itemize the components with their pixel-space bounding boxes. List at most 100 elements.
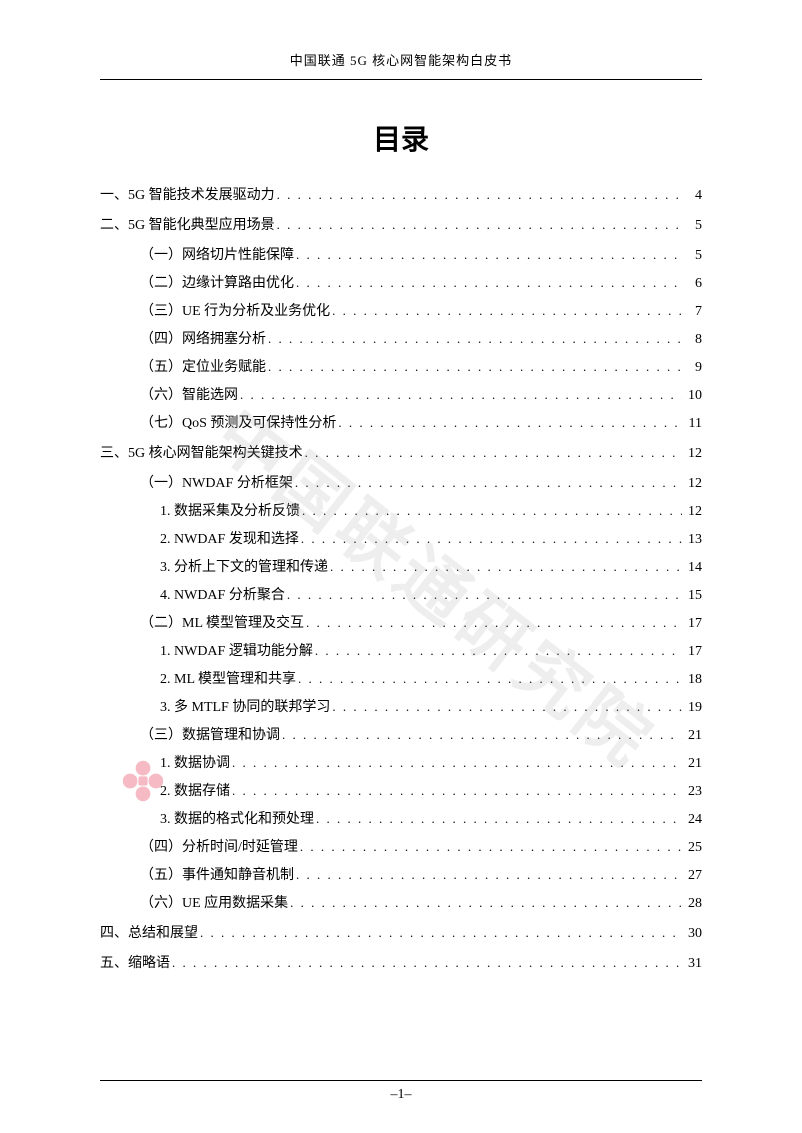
toc-entry-page: 11 (684, 417, 702, 431)
toc-entry-label: （一）NWDAF 分析框架 (140, 477, 293, 491)
toc-entry: 2. 数据存储 23 (100, 784, 702, 799)
toc-entry-page: 27 (684, 869, 702, 883)
toc-entry-label: 三、5G 核心网智能架构关键技术 (100, 447, 303, 461)
toc-entry: 二、5G 智能化典型应用场景5 (100, 218, 702, 233)
toc-entry-page: 9 (684, 361, 702, 375)
toc-leader-dots (172, 956, 682, 969)
toc-entry-label: （七）QoS 预测及可保持性分析 (140, 417, 336, 431)
page-number: –1– (391, 1087, 412, 1102)
toc-entry-label: （五）事件通知静音机制 (140, 869, 294, 883)
table-of-contents: 一、5G 智能技术发展驱动力4二、5G 智能化典型应用场景5（一）网络切片性能保… (100, 188, 702, 971)
toc-leader-dots (200, 926, 682, 939)
toc-leader-dots (268, 360, 682, 373)
toc-leader-dots (295, 476, 682, 489)
page-footer: –1– (0, 1080, 802, 1103)
toc-entry: （四）分析时间/时延管理25 (100, 840, 702, 855)
toc-leader-dots (240, 388, 682, 401)
toc-entry: 三、5G 核心网智能架构关键技术 12 (100, 446, 702, 461)
toc-entry-label: 2. 数据存储 (160, 785, 230, 799)
toc-entry: 3. 分析上下文的管理和传递 14 (100, 560, 702, 575)
toc-entry-page: 17 (684, 617, 702, 631)
page-header: 中国联通 5G 核心网智能架构白皮书 (100, 50, 702, 80)
toc-entry-page: 18 (684, 673, 702, 687)
toc-entry-page: 23 (684, 785, 702, 799)
toc-entry-label: 四、总结和展望 (100, 927, 198, 941)
toc-entry-label: （三）UE 行为分析及业务优化 (140, 305, 330, 319)
toc-entry-label: 2. ML 模型管理和共享 (160, 673, 296, 687)
toc-entry: （五）事件通知静音机制 27 (100, 868, 702, 883)
toc-leader-dots (330, 560, 682, 573)
toc-entry-label: 1. NWDAF 逻辑功能分解 (160, 645, 313, 659)
toc-entry: 五、缩略语 31 (100, 956, 702, 971)
toc-leader-dots (277, 218, 682, 231)
toc-leader-dots (287, 588, 682, 601)
toc-leader-dots (332, 304, 682, 317)
toc-entry-label: 1. 数据采集及分析反馈 (160, 505, 300, 519)
toc-leader-dots (277, 188, 682, 201)
toc-leader-dots (296, 868, 682, 881)
toc-leader-dots (302, 504, 682, 517)
toc-title: 目录 (100, 118, 702, 158)
toc-leader-dots (268, 332, 682, 345)
toc-entry: 2. NWDAF 发现和选择 13 (100, 532, 702, 547)
toc-entry-label: 3. 数据的格式化和预处理 (160, 813, 314, 827)
toc-entry: （二）边缘计算路由优化 6 (100, 276, 702, 291)
toc-entry-page: 21 (684, 729, 702, 743)
toc-entry-label: （四）网络拥塞分析 (140, 333, 266, 347)
toc-entry-page: 17 (684, 645, 702, 659)
toc-entry-label: （六）UE 应用数据采集 (140, 897, 288, 911)
toc-entry-page: 15 (684, 589, 702, 603)
toc-entry: （一）网络切片性能保障 5 (100, 248, 702, 263)
toc-entry-page: 13 (684, 533, 702, 547)
toc-leader-dots (316, 812, 682, 825)
toc-entry: 1. 数据采集及分析反馈 12 (100, 504, 702, 519)
toc-leader-dots (282, 728, 682, 741)
toc-leader-dots (315, 644, 682, 657)
toc-entry: 1. 数据协调 21 (100, 756, 702, 771)
toc-entry: （一）NWDAF 分析框架 12 (100, 476, 702, 491)
toc-entry-page: 21 (684, 757, 702, 771)
toc-entry-label: （二）ML 模型管理及交互 (140, 617, 304, 631)
toc-entry-label: 五、缩略语 (100, 957, 170, 971)
toc-entry: 3. 多 MTLF 协同的联邦学习 19 (100, 700, 702, 715)
toc-leader-dots (298, 672, 682, 685)
toc-entry: （二）ML 模型管理及交互 17 (100, 616, 702, 631)
toc-entry-page: 12 (684, 447, 702, 461)
toc-entry: （四）网络拥塞分析 8 (100, 332, 702, 347)
toc-leader-dots (301, 532, 682, 545)
toc-entry: （五）定位业务赋能 9 (100, 360, 702, 375)
toc-leader-dots (306, 616, 682, 629)
toc-entry-page: 25 (684, 841, 702, 855)
toc-entry-label: （六）智能选网 (140, 389, 238, 403)
toc-entry-page: 6 (684, 277, 702, 291)
toc-leader-dots (296, 276, 682, 289)
toc-entry-label: 2. NWDAF 发现和选择 (160, 533, 299, 547)
toc-entry-page: 12 (684, 477, 702, 491)
toc-entry-page: 5 (684, 249, 702, 263)
toc-entry-label: （二）边缘计算路由优化 (140, 277, 294, 291)
toc-entry: （三）数据管理和协调 21 (100, 728, 702, 743)
toc-leader-dots (338, 416, 682, 429)
toc-entry: （三）UE 行为分析及业务优化7 (100, 304, 702, 319)
toc-entry-label: （五）定位业务赋能 (140, 361, 266, 375)
toc-entry: （六）智能选网 10 (100, 388, 702, 403)
toc-entry: 2. ML 模型管理和共享 18 (100, 672, 702, 687)
toc-entry-label: 3. 多 MTLF 协同的联邦学习 (160, 701, 330, 715)
toc-entry-page: 12 (684, 505, 702, 519)
toc-entry-page: 30 (684, 927, 702, 941)
toc-leader-dots (232, 784, 682, 797)
toc-entry-page: 31 (684, 957, 702, 971)
toc-entry-page: 10 (684, 389, 702, 403)
toc-entry-page: 19 (684, 701, 702, 715)
toc-leader-dots (232, 756, 682, 769)
toc-entry-page: 24 (684, 813, 702, 827)
toc-entry-label: （三）数据管理和协调 (140, 729, 280, 743)
toc-entry-page: 8 (684, 333, 702, 347)
toc-entry-label: 1. 数据协调 (160, 757, 230, 771)
toc-entry: 四、总结和展望 30 (100, 926, 702, 941)
toc-entry-label: 3. 分析上下文的管理和传递 (160, 561, 328, 575)
toc-entry: （七）QoS 预测及可保持性分析 11 (100, 416, 702, 431)
toc-entry-page: 14 (684, 561, 702, 575)
toc-entry-label: （一）网络切片性能保障 (140, 249, 294, 263)
toc-leader-dots (332, 700, 682, 713)
